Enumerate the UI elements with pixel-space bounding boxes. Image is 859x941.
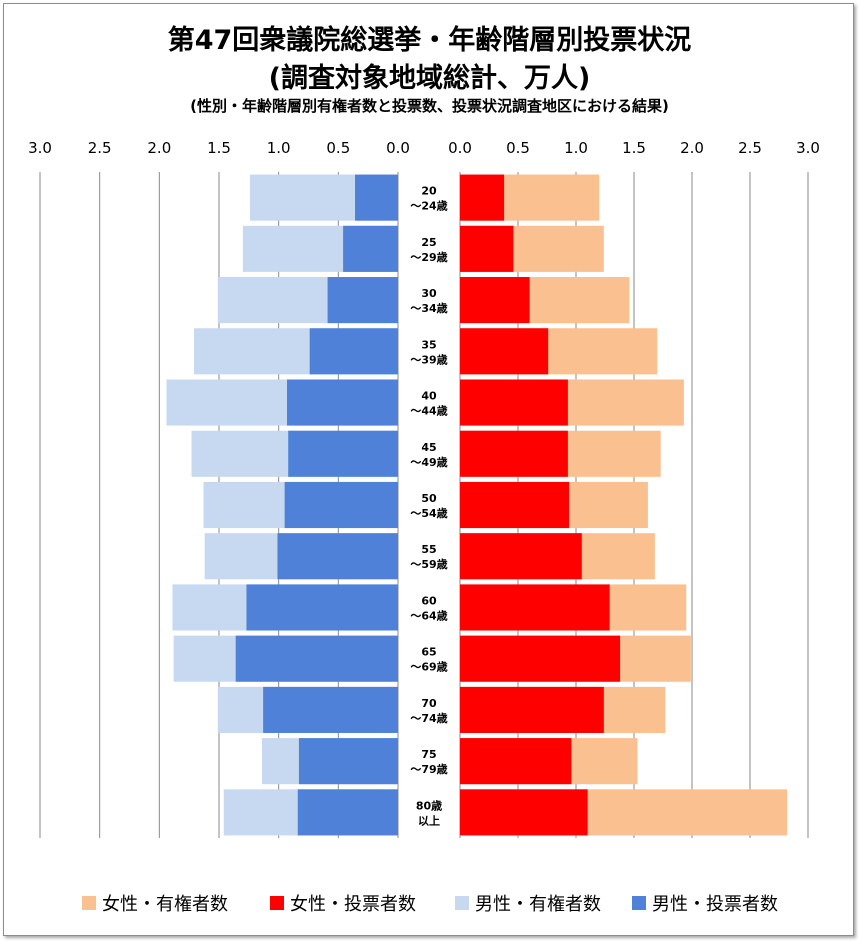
age-label: ～24歳 [410, 199, 447, 213]
age-label: 70 [421, 697, 437, 710]
bar-male-votes [355, 174, 398, 221]
age-label: ～59歳 [410, 557, 447, 571]
legend-item-female-votes: 女性・投票者数 [270, 890, 416, 916]
bar-female-votes [460, 686, 604, 733]
bar-male-votes [309, 328, 398, 375]
legend-swatch-female-votes [270, 896, 284, 910]
bar-female-votes [460, 379, 568, 426]
legend-label-female-votes: 女性・投票者数 [290, 894, 416, 915]
age-label: ～79歳 [410, 762, 447, 776]
bar-male-votes [284, 481, 398, 529]
age-label: 30 [421, 287, 437, 300]
bar-female-votes [460, 481, 570, 529]
legend-swatch-female-eligible [82, 896, 96, 910]
bar-male-votes [298, 738, 398, 785]
bar-male-votes [235, 635, 398, 682]
age-label: ～39歳 [410, 352, 447, 366]
age-label: ～69歳 [410, 660, 447, 674]
x-tick-label-right: 1.5 [622, 139, 646, 157]
x-tick-label-right: 0.0 [448, 139, 472, 157]
x-tick-label-left: 2.5 [88, 139, 112, 157]
x-tick-label-left: 0.5 [326, 139, 350, 157]
x-tick-label-left: 0.0 [386, 139, 410, 157]
legend-label-male-votes: 男性・投票者数 [652, 894, 778, 915]
bar-male-votes [246, 584, 398, 631]
age-label: 35 [421, 338, 436, 351]
bar-female-votes [460, 533, 582, 580]
age-label: 以上 [418, 813, 440, 827]
bar-male-votes [297, 789, 398, 836]
bar-female-votes [460, 584, 610, 631]
age-label: ～44歳 [410, 404, 447, 418]
x-tick-label-right: 2.5 [738, 139, 762, 157]
age-label: ～49歳 [410, 455, 447, 469]
x-tick-label-left: 3.0 [28, 139, 52, 157]
chart-frame [3, 3, 854, 936]
chart-note: (性別・年齢階層別有権者数と投票数、投票状況調査地区における結果) [190, 97, 669, 115]
age-label: ～54歳 [410, 506, 447, 520]
legend-item-female-eligible: 女性・有権者数 [82, 890, 228, 916]
bar-female-votes [460, 225, 514, 272]
legend-item-male-eligible: 男性・有権者数 [455, 890, 601, 916]
chart-title: 第47回衆議院総選挙・年齢階層別投票状況 [167, 25, 692, 56]
bar-male-votes [343, 225, 398, 272]
bar-male-votes [263, 686, 398, 733]
bar-female-votes [460, 635, 621, 682]
bar-male-votes [277, 533, 398, 580]
x-tick-label-left: 1.5 [207, 139, 231, 157]
legend: 女性・有権者数 女性・投票者数 男性・有権者数 男性・投票者数 [0, 890, 859, 916]
x-tick-label-left: 2.0 [147, 139, 171, 157]
legend-swatch-male-votes [632, 896, 646, 910]
bar-female-votes [460, 174, 505, 221]
legend-label-female-eligible: 女性・有権者数 [102, 894, 228, 915]
age-label: 40 [421, 390, 437, 403]
bar-female-votes [460, 738, 572, 785]
age-label: ～74歳 [410, 711, 447, 725]
age-label: 50 [421, 492, 437, 505]
age-label: 25 [421, 236, 436, 249]
age-label: 60 [421, 594, 437, 607]
age-label: 45 [421, 441, 436, 454]
bar-male-votes [287, 379, 398, 426]
legend-label-male-eligible: 男性・有権者数 [475, 894, 601, 915]
x-tick-label-right: 2.0 [680, 139, 704, 157]
bar-male-votes [288, 430, 398, 477]
age-label: 80歳 [416, 798, 442, 812]
x-tick-label-right: 0.5 [506, 139, 530, 157]
bar-male-votes [327, 277, 398, 324]
bar-female-votes [460, 277, 530, 324]
age-label: 75 [421, 748, 436, 761]
bar-female-votes [460, 430, 568, 477]
age-label: 20 [421, 185, 437, 198]
x-tick-label-right: 3.0 [796, 139, 820, 157]
bar-female-votes [460, 328, 549, 375]
age-label: ～34歳 [410, 301, 447, 315]
x-tick-label-right: 1.0 [564, 139, 588, 157]
age-label: 65 [421, 646, 436, 659]
legend-item-male-votes: 男性・投票者数 [632, 890, 778, 916]
age-label: 55 [421, 543, 436, 556]
age-label: ～29歳 [410, 250, 447, 264]
age-label: ～64歳 [410, 608, 447, 622]
bar-female-votes [460, 789, 588, 836]
chart-subtitle: (調査対象地域総計、万人) [268, 63, 591, 94]
legend-swatch-male-eligible [455, 896, 469, 910]
x-tick-label-left: 1.0 [267, 139, 291, 157]
